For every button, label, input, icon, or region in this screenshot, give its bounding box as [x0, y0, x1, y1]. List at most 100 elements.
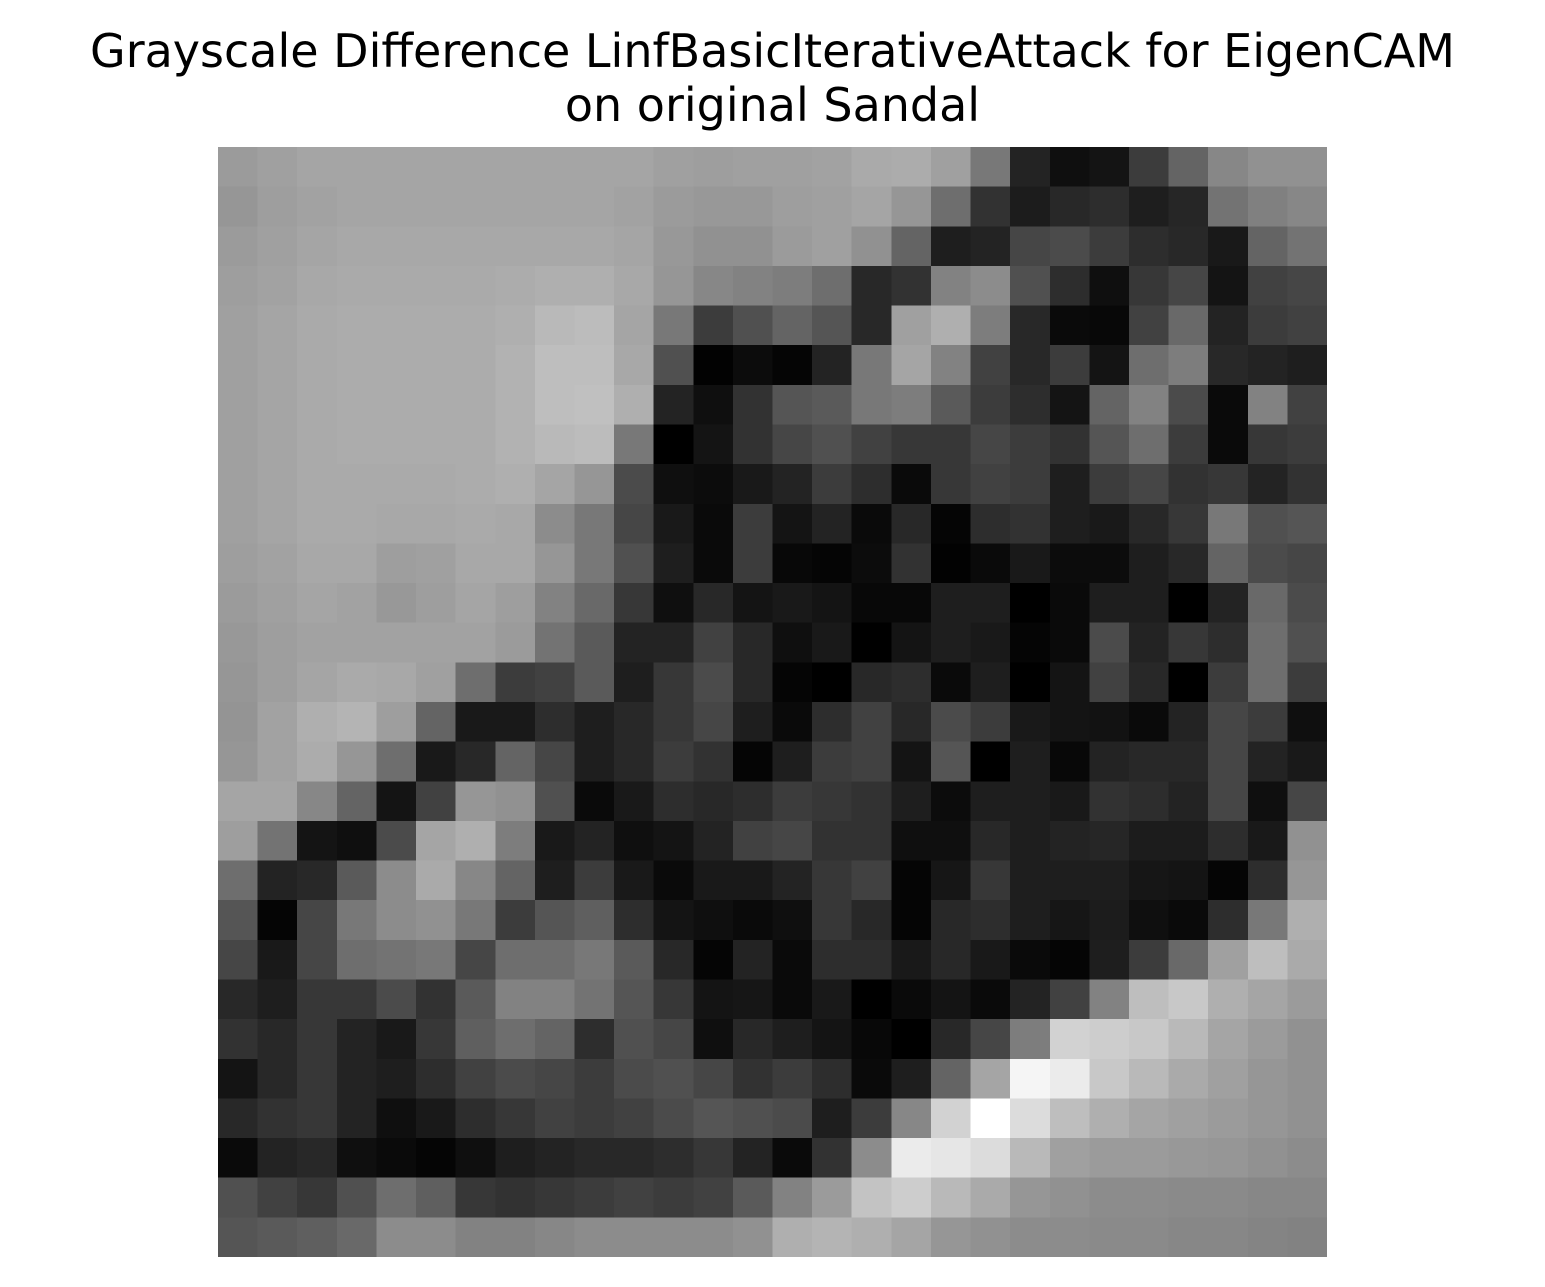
heatmap-cell-r14-c7 [495, 702, 536, 743]
heatmap-cell-r26-c15 [812, 1177, 853, 1218]
heatmap-cell-r12-c9 [574, 622, 615, 663]
heatmap-cell-r15-c25 [1208, 741, 1249, 782]
heatmap-cell-r3-c26 [1247, 265, 1288, 307]
heatmap-cell-r17-c9 [574, 820, 615, 862]
heatmap-cell-r10-c19 [970, 543, 1011, 584]
heatmap-cell-r6-c2 [297, 384, 338, 426]
heatmap-cell-r27-c19 [970, 1217, 1011, 1257]
heatmap-cell-r4-c16 [851, 305, 892, 346]
heatmap-cell-r25-c19 [970, 1138, 1011, 1179]
heatmap-cell-r10-c16 [851, 543, 892, 584]
heatmap-cell-r11-c5 [416, 583, 457, 624]
heatmap-cell-r27-c16 [851, 1217, 892, 1257]
heatmap-cell-r12-c5 [416, 622, 457, 663]
heatmap-cell-r20-c15 [812, 939, 853, 981]
heatmap-cell-r2-c25 [1208, 226, 1249, 267]
heatmap-cell-r8-c18 [930, 464, 972, 505]
heatmap-cell-r22-c13 [732, 1019, 774, 1060]
heatmap-cell-r27-c23 [1128, 1217, 1170, 1257]
heatmap-cell-r6-c27 [1287, 384, 1327, 426]
heatmap-cell-r4-c7 [495, 305, 536, 346]
heatmap-cell-r16-c7 [495, 781, 536, 822]
heatmap-cell-r22-c26 [1247, 1019, 1288, 1060]
heatmap-cell-r1-c20 [1010, 186, 1051, 227]
heatmap-cell-r21-c0 [218, 979, 259, 1020]
heatmap-cell-r0-c24 [1168, 147, 1209, 188]
heatmap-cell-r16-c17 [891, 781, 932, 822]
heatmap-cell-r12-c26 [1247, 622, 1288, 663]
heatmap-cell-r16-c27 [1287, 781, 1327, 822]
heatmap-cell-r15-c9 [574, 741, 615, 782]
heatmap-cell-r27-c9 [574, 1217, 615, 1257]
heatmap-cell-r10-c9 [574, 543, 615, 584]
heatmap-cell-r9-c2 [297, 503, 338, 545]
heatmap-cell-r18-c2 [297, 860, 338, 901]
heatmap-cell-r11-c2 [297, 583, 338, 624]
heatmap-cell-r17-c0 [218, 820, 259, 862]
heatmap-cell-r0-c7 [495, 147, 536, 188]
heatmap-cell-r22-c17 [891, 1019, 932, 1060]
heatmap-cell-r21-c20 [1010, 979, 1051, 1020]
heatmap-cell-r4-c13 [732, 305, 774, 346]
heatmap-cell-r23-c10 [614, 1058, 655, 1100]
heatmap-cell-r15-c18 [930, 741, 972, 782]
heatmap-cell-r16-c14 [772, 781, 813, 822]
heatmap-cell-r12-c14 [772, 622, 813, 663]
heatmap-cell-r20-c9 [574, 939, 615, 981]
heatmap-cell-r14-c17 [891, 702, 932, 743]
heatmap-cell-r15-c8 [534, 741, 576, 782]
heatmap-cell-r6-c26 [1247, 384, 1288, 426]
heatmap-cell-r4-c2 [297, 305, 338, 346]
heatmap-cell-r5-c12 [693, 345, 734, 386]
heatmap-cell-r22-c21 [1049, 1019, 1090, 1060]
heatmap-cell-r15-c16 [851, 741, 892, 782]
heatmap-cell-r14-c16 [851, 702, 892, 743]
heatmap-cell-r11-c17 [891, 583, 932, 624]
heatmap-cell-r20-c12 [693, 939, 734, 981]
heatmap-cell-r14-c3 [336, 702, 378, 743]
heatmap-cell-r7-c11 [653, 424, 694, 465]
heatmap-cell-r25-c10 [614, 1138, 655, 1179]
heatmap-cell-r19-c11 [653, 900, 694, 941]
heatmap-cell-r24-c23 [1128, 1098, 1170, 1139]
heatmap-cell-r9-c19 [970, 503, 1011, 545]
heatmap-cell-r23-c26 [1247, 1058, 1288, 1100]
heatmap-cell-r22-c2 [297, 1019, 338, 1060]
heatmap-cell-r26-c11 [653, 1177, 694, 1218]
heatmap-cell-r24-c21 [1049, 1098, 1090, 1139]
heatmap-cell-r17-c27 [1287, 820, 1327, 862]
heatmap-cell-r23-c18 [930, 1058, 972, 1100]
heatmap-cell-r4-c0 [218, 305, 259, 346]
heatmap-cell-r10-c5 [416, 543, 457, 584]
heatmap-cell-r17-c12 [693, 820, 734, 862]
heatmap-cell-r5-c11 [653, 345, 694, 386]
heatmap-cell-r23-c19 [970, 1058, 1011, 1100]
heatmap-cell-r12-c17 [891, 622, 932, 663]
heatmap-cell-r14-c11 [653, 702, 694, 743]
heatmap-cell-r16-c0 [218, 781, 259, 822]
heatmap-cell-r25-c13 [732, 1138, 774, 1179]
heatmap-cell-r13-c21 [1049, 662, 1090, 703]
heatmap-cell-r27-c2 [297, 1217, 338, 1257]
heatmap-cell-r0-c1 [257, 147, 298, 188]
heatmap-cell-r17-c16 [851, 820, 892, 862]
heatmap-cell-r5-c1 [257, 345, 298, 386]
heatmap-cell-r16-c20 [1010, 781, 1051, 822]
heatmap-cell-r10-c4 [376, 543, 417, 584]
heatmap-cell-r19-c6 [455, 900, 496, 941]
heatmap-cell-r18-c1 [257, 860, 298, 901]
heatmap-cell-r12-c0 [218, 622, 259, 663]
heatmap-cell-r26-c23 [1128, 1177, 1170, 1218]
heatmap-cell-r23-c25 [1208, 1058, 1249, 1100]
heatmap-cell-r15-c13 [732, 741, 774, 782]
heatmap-cell-r5-c9 [574, 345, 615, 386]
heatmap-cell-r24-c4 [376, 1098, 417, 1139]
heatmap-cell-r12-c2 [297, 622, 338, 663]
heatmap-cell-r25-c1 [257, 1138, 298, 1179]
heatmap-cell-r7-c15 [812, 424, 853, 465]
heatmap-cell-r5-c16 [851, 345, 892, 386]
heatmap-cell-r20-c18 [930, 939, 972, 981]
heatmap-cell-r0-c12 [693, 147, 734, 188]
heatmap-cell-r22-c0 [218, 1019, 259, 1060]
heatmap-cell-r9-c21 [1049, 503, 1090, 545]
